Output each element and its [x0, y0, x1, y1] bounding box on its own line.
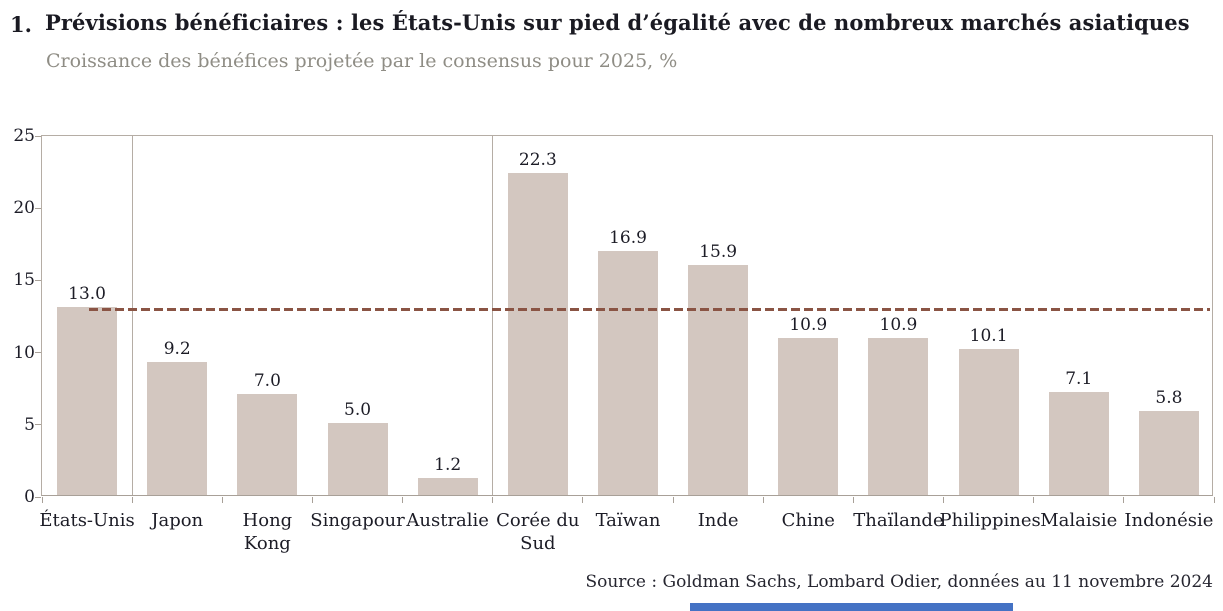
y-axis-tick-label: 5 — [24, 414, 35, 435]
y-axis-tick-label: 25 — [13, 126, 35, 146]
y-axis-tick-label: 20 — [13, 198, 35, 219]
x-axis-category-label: Taïwan — [595, 510, 661, 531]
x-axis-tick — [41, 497, 43, 503]
y-axis-tick — [35, 207, 41, 209]
bar-1 — [147, 362, 208, 495]
x-axis-category-label: Thaïlande — [853, 510, 944, 531]
bar-value-label: 10.1 — [969, 326, 1008, 347]
figure-subtitle: Croissance des bénéfices projetée par le… — [46, 50, 678, 72]
bar-value-label: 7.0 — [253, 370, 281, 391]
x-axis-tick — [1213, 497, 1215, 503]
bar-7 — [688, 265, 749, 495]
x-axis-category-label: Philippines — [939, 510, 1041, 531]
bar-value-label: 10.9 — [879, 314, 918, 335]
bar-value-label: 5.8 — [1155, 388, 1183, 409]
bar-11 — [1048, 392, 1109, 495]
x-axis-category-label: Inde — [697, 510, 739, 531]
y-axis-tick — [35, 135, 41, 137]
x-axis-tick — [131, 497, 133, 503]
x-axis-category-label: Singapour — [310, 510, 405, 531]
bar-0 — [57, 307, 118, 495]
bar-6 — [598, 250, 658, 495]
bar-value-label: 15.9 — [699, 242, 738, 263]
x-axis-tick — [221, 497, 223, 503]
y-axis-tick-label: 15 — [13, 270, 35, 291]
bar-8 — [778, 337, 839, 495]
us-level-reference-line — [89, 307, 1210, 311]
x-axis-tick — [762, 497, 764, 503]
source-attribution: Source : Goldman Sachs, Lombard Odier, d… — [585, 572, 1213, 592]
x-axis-category-label: Japon — [151, 510, 204, 531]
bar-value-label: 10.9 — [789, 314, 828, 335]
y-axis-tick — [35, 279, 41, 281]
bottom-accent-bar — [690, 603, 1013, 611]
y-axis-tick — [35, 424, 41, 426]
bar-9 — [868, 337, 929, 495]
bar-value-label: 5.0 — [344, 399, 372, 420]
x-axis-category-label: Chine — [781, 510, 835, 531]
group-separator-line — [131, 136, 133, 495]
bar-value-label: 7.1 — [1065, 369, 1093, 390]
x-axis-category-label: États-Unis — [39, 510, 135, 531]
x-axis-tick — [1033, 497, 1035, 503]
bar-4 — [417, 477, 478, 495]
x-axis-tick — [672, 497, 674, 503]
x-axis-tick — [492, 497, 494, 503]
figure-number: 1. — [10, 12, 32, 37]
x-axis-tick — [402, 497, 404, 503]
bar-value-label: 1.2 — [434, 454, 462, 475]
bar-value-label: 9.2 — [163, 339, 191, 360]
y-axis-tick — [35, 496, 41, 498]
bar-value-label: 22.3 — [518, 149, 557, 170]
bar-value-label: 16.9 — [609, 227, 647, 248]
x-axis-tick — [582, 497, 584, 503]
y-axis-tick — [35, 352, 41, 354]
figure-title: Prévisions bénéficiaires : les États-Uni… — [45, 10, 1190, 35]
bar-chart-plot-area: 13.0 États-Unis 9.2 Japon 7.0 Hong Kong 5.0 Sin… — [13, 126, 1215, 554]
y-axis-tick-label: 10 — [13, 342, 35, 363]
x-axis-category-label: Malaisie — [1040, 510, 1118, 531]
x-axis-tick — [943, 497, 945, 503]
bar-value-label: 13.0 — [68, 284, 106, 305]
bar-5 — [507, 173, 568, 495]
bar-10 — [958, 349, 1019, 495]
x-axis-tick — [311, 497, 313, 503]
bar-3 — [327, 422, 388, 495]
x-axis-tick — [852, 497, 854, 503]
x-axis-tick — [1123, 497, 1125, 503]
x-axis-category-label: Indonésie — [1124, 510, 1214, 531]
x-axis-category-label: Hong Kong — [242, 510, 293, 554]
bar-2 — [237, 393, 298, 495]
group-separator-line — [492, 136, 494, 495]
bar-12 — [1138, 411, 1199, 495]
y-axis-tick-label: 0 — [24, 487, 35, 507]
x-axis-category-label: Australie — [406, 510, 489, 531]
x-axis-category-label: Corée du Sud — [496, 510, 580, 554]
